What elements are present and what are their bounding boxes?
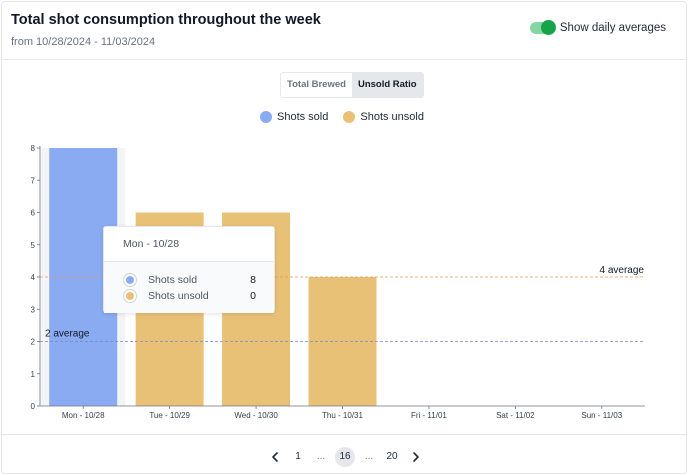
toggle-switch[interactable] [529, 20, 556, 35]
x-tick-label: Tue - 10/29 [149, 411, 190, 420]
y-tick-label: 0 [31, 402, 36, 411]
legend-label-sold: Shots sold [277, 111, 329, 123]
legend-item-shots-unsold[interactable]: Shots unsold [343, 111, 424, 123]
x-tick-label: Mon - 10/28 [62, 411, 105, 420]
tooltip-row-value: 8 [250, 274, 256, 286]
x-tick-label: Wed - 10/30 [234, 411, 278, 420]
x-tick-label: Thu - 10/31 [322, 411, 363, 420]
toggle-label: Show daily averages [559, 22, 666, 34]
tooltip-row-sold: Shots sold 8 [124, 272, 256, 288]
tooltip-row-value: 0 [250, 290, 256, 302]
page-ellipsis: ... [316, 451, 326, 462]
page-ellipsis: ... [364, 451, 374, 462]
tooltip-body: Shots sold 8 Shots unsold 0 [104, 262, 274, 313]
tab-unsold-ratio[interactable]: Unsold Ratio [351, 73, 423, 97]
pagination: 1 ... 16 ... 20 [2, 434, 686, 475]
tooltip-title: Mon - 10/28 [104, 227, 274, 262]
tooltip-row-unsold: Shots unsold 0 [124, 288, 256, 304]
y-tick-label: 1 [31, 370, 36, 379]
date-range-subtitle: from 10/28/2024 - 11/03/2024 [11, 36, 156, 48]
x-tick-label: Sat - 11/02 [496, 411, 535, 420]
axes-layer: 0 1 2 3 4 5 6 7 8 Mon - 10/28 Tue - 10/29 Wed - 10/… [31, 144, 645, 420]
x-tick-label: Sun - 11/03 [581, 411, 622, 420]
legend-item-shots-sold[interactable]: Shots sold [260, 111, 328, 123]
y-tick-label: 4 [31, 273, 36, 282]
tooltip-row-name: Shots sold [148, 274, 198, 286]
daily-averages-toggle[interactable]: Show daily averages [529, 20, 666, 35]
toggle-knob [540, 20, 556, 35]
y-tick-label: 6 [31, 209, 36, 218]
y-tick-label: 7 [31, 176, 36, 185]
tooltip-dot-sold [124, 274, 136, 286]
page-button-1[interactable]: 1 [295, 451, 301, 462]
chart-legend: Shots sold Shots unsold [260, 111, 424, 123]
view-tabs: Total Brewed Unsold Ratio [280, 72, 424, 98]
page-button-16[interactable]: 16 [335, 447, 355, 467]
chevron-left-icon[interactable] [265, 447, 285, 467]
legend-dot-sold [260, 111, 272, 123]
tooltip-dot-unsold [124, 290, 136, 302]
average-label-sold: 2 average [45, 329, 90, 340]
card-header: Total shot consumption throughout the we… [2, 2, 686, 60]
y-tick-label: 8 [31, 144, 36, 153]
average-label-unsold: 4 average [600, 265, 645, 276]
y-tick-label: 5 [31, 241, 36, 250]
page-button-20[interactable]: 20 [386, 451, 398, 462]
legend-label-unsold: Shots unsold [360, 111, 424, 123]
legend-dot-unsold [343, 111, 356, 123]
tab-total-brewed[interactable]: Total Brewed [281, 73, 352, 97]
x-tick-label: Fri - 11/01 [411, 411, 447, 420]
chart-tooltip: Mon - 10/28 Shots sold 8 Shots unsold 0 [103, 226, 275, 313]
tooltip-row-name: Shots unsold [148, 290, 209, 302]
chevron-right-icon[interactable] [406, 447, 426, 467]
chart-title: Total shot consumption throughout the we… [11, 12, 321, 28]
y-tick-label: 2 [31, 338, 36, 347]
y-tick-label: 3 [31, 305, 36, 314]
